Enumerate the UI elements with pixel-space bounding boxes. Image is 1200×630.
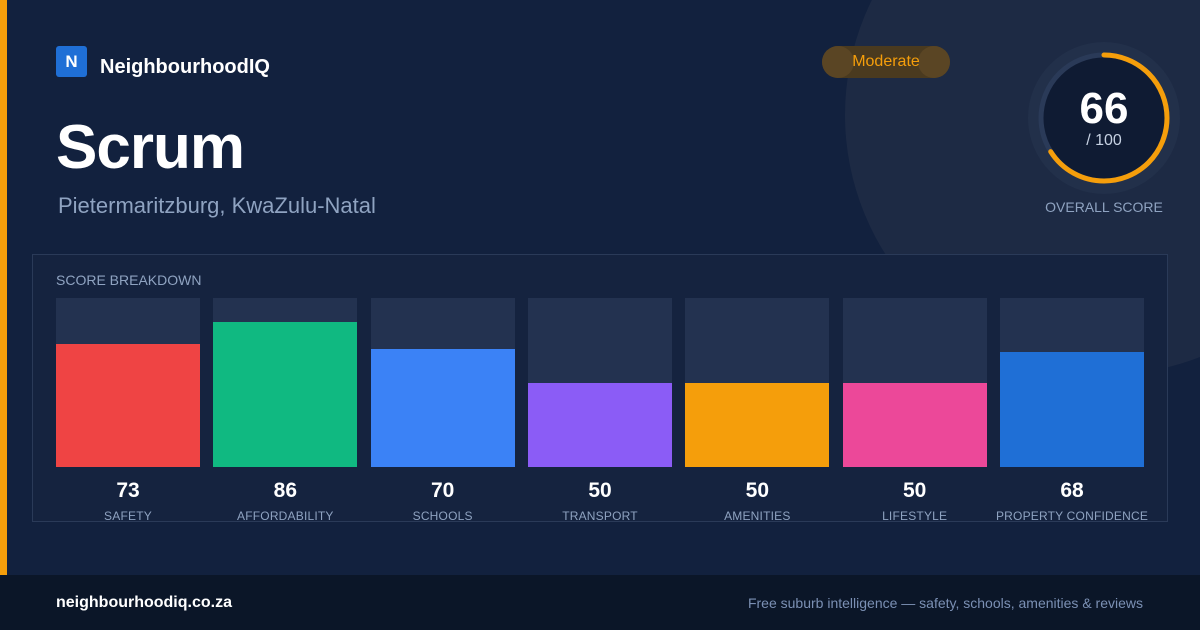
badge-cap-left [822,46,854,78]
bar-track [1000,298,1144,467]
score-breakdown-panel: SCORE BREAKDOWN 73 SAFETY 86 AFFORDABILITY 7… [32,254,1168,523]
bar-fill [685,382,830,467]
bar-track [213,298,358,467]
bar-column: 50 LIFESTYLE [842,298,987,523]
overall-score-value: 66 [1079,84,1129,133]
bar-fill [213,321,358,467]
bar-value: 50 [745,479,769,502]
bar-fill [1000,352,1144,467]
bar-column: 50 AMENITIES [685,298,830,523]
bar-label: PROPERTY CONFIDENCE [995,509,1149,523]
suburb-title: Scrum [56,113,245,182]
score-card: N NeighbourhoodIQ Scrum Pietermaritzburg… [0,0,1200,575]
bar-value: 50 [588,479,612,502]
footer: neighbourhoodiq.co.za Free suburb intell… [0,575,1200,630]
brand-name: NeighbourhoodIQ [100,56,270,78]
footer-url[interactable]: neighbourhoodiq.co.za [56,594,232,611]
bar-label: LIFESTYLE [882,509,948,523]
accent-bar [0,0,7,575]
bar-label: SCHOOLS [412,509,473,523]
badge-cap-right [918,46,950,78]
ring-inner [1041,55,1167,181]
bar-value: 73 [116,479,140,502]
bar-label: AMENITIES [724,509,791,523]
bar-column: 73 SAFETY [56,298,200,523]
bar-label: TRANSPORT [562,509,638,523]
footer-tagline: Free suburb intelligence — safety, schoo… [747,595,1143,611]
bar-label: SAFETY [104,509,152,523]
bar-label: AFFORDABILITY [237,509,334,523]
bar-fill [528,382,672,467]
bar-track [685,298,830,467]
bar-value: 68 [1060,479,1084,502]
overall-score-label: OVERALL SCORE [1045,199,1163,215]
bar-column: 50 TRANSPORT [528,298,672,523]
bar-track [56,298,200,467]
bar-column: 68 PROPERTY CONFIDENCE [996,298,1148,523]
bar-column: 86 AFFORDABILITY [213,298,358,523]
bar-fill [370,348,515,467]
bar-track [370,298,515,467]
bar-fill [56,343,200,467]
breakdown-bar-chart: 73 SAFETY 86 AFFORDABILITY 70 SCHOOLS 50 TRANSP… [56,298,1148,523]
overall-score-max: / 100 [1086,132,1122,149]
bar-column: 70 SCHOOLS [370,298,515,523]
bar-fill [842,382,987,467]
bar-value: 70 [430,479,455,502]
logo-icon: N [56,46,87,77]
ring-progress [1038,52,1170,184]
rating-badge: Moderate [822,46,950,78]
overall-score-ring [1028,42,1180,194]
bar-track [842,298,987,467]
bar-value: 86 [273,479,297,502]
rating-badge-label: Moderate [852,53,920,70]
suburb-location: Pietermaritzburg, KwaZulu-Natal [58,193,376,218]
breakdown-title: SCORE BREAKDOWN [56,272,202,288]
bar-value: 50 [902,479,927,502]
bar-track [528,298,672,467]
